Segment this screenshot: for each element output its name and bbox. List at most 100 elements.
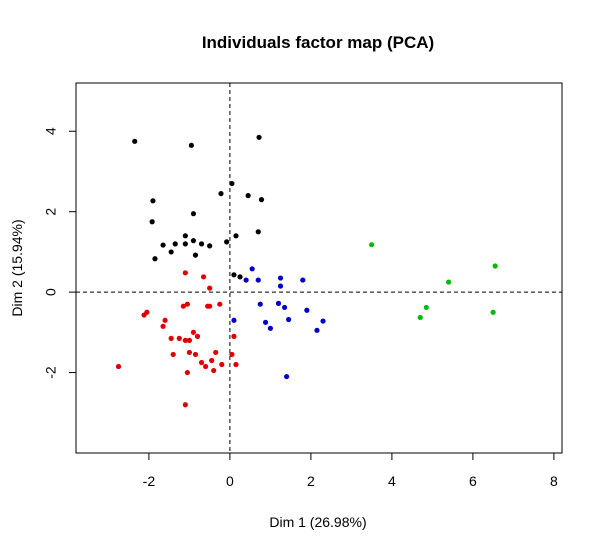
data-point xyxy=(176,335,182,341)
data-point xyxy=(492,263,498,269)
data-point xyxy=(182,270,188,276)
data-point xyxy=(198,359,205,366)
data-point xyxy=(132,138,138,144)
data-point xyxy=(229,180,235,187)
data-point xyxy=(300,277,306,283)
data-point xyxy=(237,274,243,280)
data-point xyxy=(184,369,190,376)
data-point xyxy=(417,314,423,321)
data-point xyxy=(182,337,188,343)
data-point xyxy=(152,256,158,262)
reference-lines xyxy=(76,83,562,453)
data-point xyxy=(217,301,223,307)
data-point xyxy=(286,316,292,323)
data-point xyxy=(304,307,310,313)
data-point xyxy=(314,327,320,333)
data-point xyxy=(219,361,225,368)
data-point xyxy=(168,335,174,341)
chart-title: Individuals factor map (PCA) xyxy=(202,33,434,52)
point-group-1 xyxy=(115,270,239,408)
data-point xyxy=(207,243,213,249)
data-point xyxy=(211,367,217,374)
data-point xyxy=(262,319,269,325)
data-point xyxy=(115,363,122,370)
data-point xyxy=(255,229,261,235)
data-point xyxy=(192,252,199,258)
data-point xyxy=(231,272,237,278)
data-point xyxy=(320,318,326,324)
y-axis: -2 0 2 4 xyxy=(43,127,77,379)
data-point xyxy=(213,349,219,356)
point-group-0 xyxy=(132,134,265,280)
x-tick-label: 4 xyxy=(388,473,396,489)
data-point xyxy=(160,242,166,248)
data-points xyxy=(115,134,498,408)
data-point xyxy=(203,363,209,370)
data-point xyxy=(162,317,168,323)
data-point xyxy=(182,402,188,408)
data-point xyxy=(277,275,284,281)
data-point xyxy=(284,373,290,380)
data-point xyxy=(231,317,237,323)
data-point xyxy=(190,329,197,335)
data-point xyxy=(423,304,429,311)
data-point xyxy=(267,325,273,331)
x-tick-label: 6 xyxy=(469,473,477,489)
plot-frame xyxy=(75,82,563,454)
data-point xyxy=(231,333,237,339)
x-axis-label: Dim 1 (26.98%) xyxy=(269,514,366,530)
data-point xyxy=(258,197,265,203)
data-point xyxy=(170,351,176,358)
data-point xyxy=(186,337,192,343)
data-point xyxy=(369,242,375,248)
data-point xyxy=(207,285,213,291)
data-point xyxy=(198,241,205,247)
data-point xyxy=(243,277,249,283)
data-point xyxy=(190,238,197,244)
x-tick-label: -2 xyxy=(143,473,156,489)
data-point xyxy=(192,351,199,358)
data-point xyxy=(188,142,195,148)
point-group-3 xyxy=(369,242,498,321)
data-point xyxy=(180,303,186,309)
data-point xyxy=(168,249,174,255)
data-point xyxy=(194,333,201,339)
data-point xyxy=(160,323,166,329)
data-point xyxy=(233,233,239,239)
data-point xyxy=(186,349,192,356)
data-point xyxy=(149,219,155,225)
data-point xyxy=(281,304,288,311)
data-point xyxy=(229,351,235,358)
data-point xyxy=(257,301,263,307)
y-tick-label: 0 xyxy=(43,288,59,296)
data-point xyxy=(256,134,262,140)
x-tick-label: 0 xyxy=(226,473,234,489)
data-point xyxy=(275,300,282,306)
data-point xyxy=(277,283,284,289)
y-tick-label: 4 xyxy=(43,127,59,135)
x-tick-label: 2 xyxy=(307,473,315,489)
data-point xyxy=(182,233,188,239)
point-group-2 xyxy=(231,266,326,380)
data-point xyxy=(233,361,239,368)
y-axis-label: Dim 2 (15.94%) xyxy=(9,219,25,316)
data-point xyxy=(209,357,215,364)
y-tick-label: 2 xyxy=(43,208,59,216)
data-point xyxy=(141,312,147,318)
data-point xyxy=(255,277,261,283)
data-point xyxy=(490,309,496,315)
x-axis: -2 0 2 4 6 8 xyxy=(143,452,558,489)
data-point xyxy=(207,303,213,309)
data-point xyxy=(184,301,190,307)
data-point xyxy=(245,193,251,199)
data-point xyxy=(150,198,156,204)
data-point xyxy=(224,239,230,245)
data-point xyxy=(249,266,255,272)
data-point xyxy=(182,241,188,247)
y-tick-label: -2 xyxy=(43,366,59,379)
data-point xyxy=(446,279,452,285)
data-point xyxy=(172,241,178,247)
data-point xyxy=(218,190,224,197)
data-point xyxy=(200,274,207,280)
